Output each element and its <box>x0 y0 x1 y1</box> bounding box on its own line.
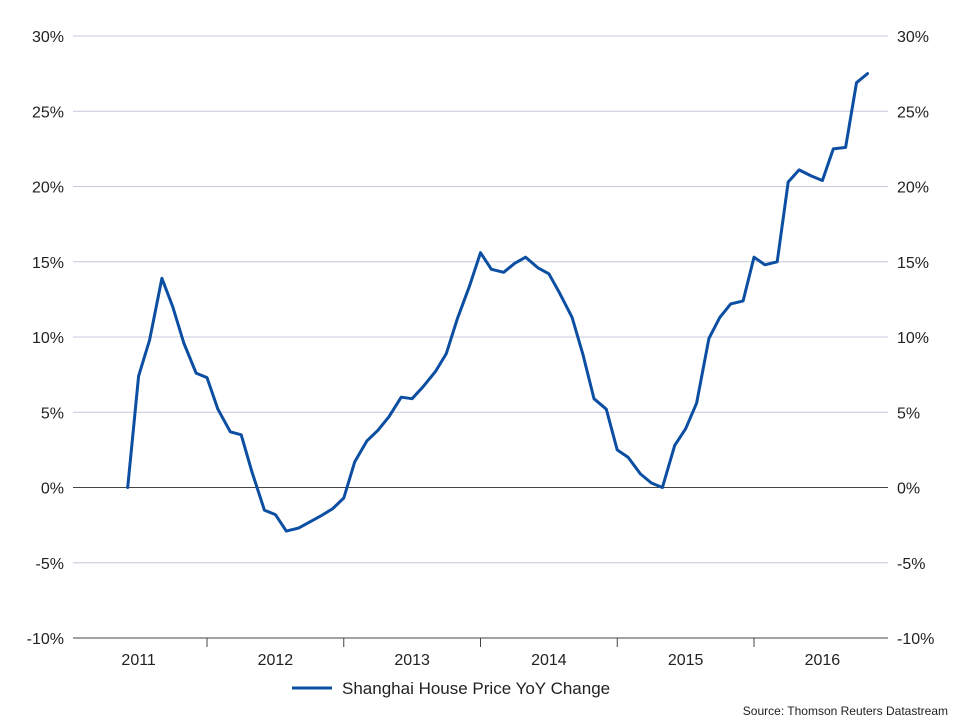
x-tick-label: 2012 <box>258 652 294 669</box>
series-line <box>126 72 869 533</box>
y-tick-label-left: 30% <box>32 29 64 46</box>
legend: Shanghai House Price YoY Change <box>292 679 610 698</box>
y-tick-label-right: -5% <box>897 556 925 573</box>
x-tick-label: 2016 <box>805 652 841 669</box>
y-tick-label-left: 5% <box>41 405 64 422</box>
y-tick-label-left: 20% <box>32 180 64 197</box>
y-tick-label-right: 30% <box>897 29 929 46</box>
y-tick-label-right: 10% <box>897 330 929 347</box>
x-tick-label: 2013 <box>394 652 430 669</box>
y-tick-label-right: 5% <box>897 405 920 422</box>
x-tick-label: 2011 <box>121 652 156 669</box>
legend-label: Shanghai House Price YoY Change <box>342 679 610 698</box>
grid-lines <box>73 35 888 639</box>
y-tick-label-right: 20% <box>897 180 929 197</box>
y-tick-label-right: 0% <box>897 481 920 498</box>
left-y-axis: -10% -5% 0% 5% 10% 15% 20% 25% 30% <box>27 29 64 648</box>
x-tick-label: 2015 <box>668 652 704 669</box>
y-tick-label-right: 25% <box>897 104 929 121</box>
y-tick-label-left: -10% <box>27 631 64 648</box>
source-note: Source: Thomson Reuters Datastream <box>743 704 948 718</box>
y-tick-label-right: -10% <box>897 631 934 648</box>
x-tick-label: 2014 <box>531 652 567 669</box>
right-y-axis: -10% -5% 0% 5% 10% 15% 20% 25% 30% <box>897 29 934 648</box>
y-tick-label-left: 10% <box>32 330 64 347</box>
y-tick-label-right: 15% <box>897 255 929 272</box>
y-tick-label-left: -5% <box>36 556 64 573</box>
y-tick-label-left: 15% <box>32 255 64 272</box>
y-tick-label-left: 25% <box>32 104 64 121</box>
y-tick-label-left: 0% <box>41 481 64 498</box>
x-axis: 2011 2012 2013 2014 2015 2016 <box>121 638 840 669</box>
series-layer <box>126 72 869 533</box>
